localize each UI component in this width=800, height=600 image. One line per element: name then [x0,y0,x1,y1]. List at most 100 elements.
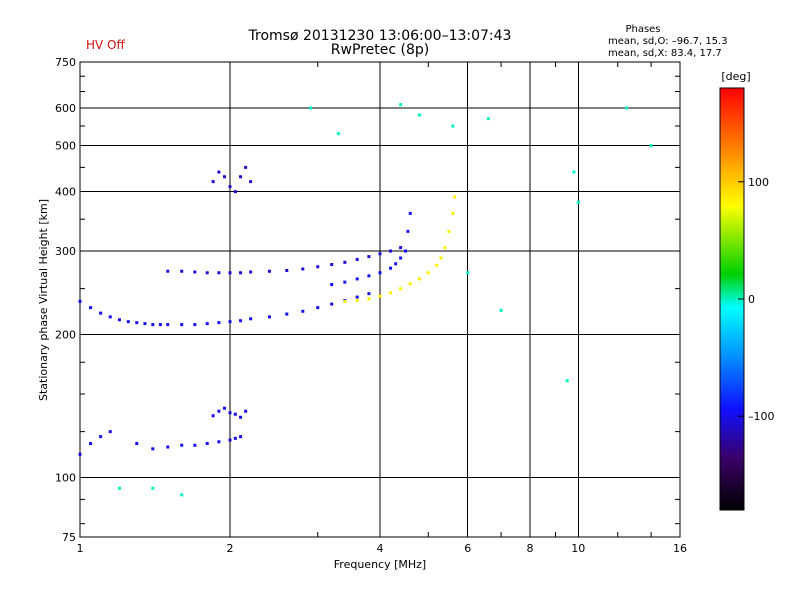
series-o-mode-cusp [330,211,412,287]
data-point [151,447,155,451]
data-point [217,440,221,444]
data-point [233,190,237,194]
data-point [78,299,82,303]
data-point [267,269,271,273]
data-point [180,443,184,447]
data-point [399,256,403,260]
data-point [89,442,93,446]
series-e-region-cluster [211,406,248,419]
data-point [228,411,232,415]
data-point [166,269,170,273]
y-tick-label: 750 [55,56,76,69]
data-point [151,323,155,327]
data-point [625,106,629,110]
data-point [417,113,421,117]
series-x-mode-trace [343,195,457,303]
data-point [249,180,253,184]
data-point [367,297,371,301]
data-point [367,255,371,259]
colorbar-tick-label: –100 [748,410,775,423]
data-point [249,317,253,321]
data-point [99,435,103,439]
data-point [285,268,289,272]
chart-title-line1: Tromsø 20131230 13:06:00–13:07:43 [248,28,512,44]
data-point [403,249,407,253]
data-point [228,438,232,442]
data-point [355,257,359,261]
data-point [343,299,347,303]
data-point [217,321,221,325]
data-point [572,170,576,174]
chart-title-line2: RwPretec (8p) [331,42,429,58]
data-point [151,486,155,490]
data-point [193,323,197,327]
data-point [228,185,232,189]
data-point [406,229,410,233]
series-o-mode-low-trace [78,292,371,327]
data-point [244,409,248,413]
data-points [78,103,653,497]
data-point [223,175,227,179]
x-tick-label: 1 [77,542,84,555]
x-axis-label: Frequency [MHz] [334,558,426,571]
data-point [343,260,347,264]
y-tick-label: 75 [62,531,76,544]
data-point [453,195,457,199]
data-point [233,436,237,440]
data-point [389,249,393,253]
x-tick-label: 2 [227,542,234,555]
data-point [205,271,209,275]
data-point [408,282,412,286]
data-point [355,299,359,303]
data-point [355,295,359,299]
data-point [239,415,243,419]
data-point [217,170,221,174]
x-tick-label: 6 [464,542,471,555]
data-point [99,311,103,315]
data-point [426,271,430,275]
colorbar-tick-label: 100 [748,176,769,189]
y-axis-label: Stationary phase Virtual Height [km] [37,199,50,401]
data-point [466,271,470,275]
y-tick-label: 200 [55,329,76,342]
data-point [217,409,221,413]
data-point [233,412,237,416]
data-point [399,103,403,107]
data-point [316,306,320,310]
data-point [158,323,162,327]
colorbar-tick-label: 0 [748,293,755,306]
data-point [223,406,227,410]
x-tick-label: 8 [527,542,534,555]
data-point [330,263,334,267]
phases-x-stats: mean, sd,X: 83.4, 17.7 [608,48,722,59]
data-point [166,445,170,449]
data-point [408,211,412,215]
data-point [486,117,490,121]
data-point [211,414,215,418]
data-point [180,493,184,497]
data-point [180,269,184,273]
data-point [378,271,382,275]
data-point [378,252,382,256]
data-point [205,442,209,446]
y-axis-ticks: 75 100 200 300 400 500 600 750 [55,56,76,544]
phases-title: Phases [625,24,660,35]
data-point [143,322,147,326]
x-axis-ticks: 1 2 4 6 8 10 16 [77,542,688,555]
hv-status: HV Off [86,38,125,52]
data-point [399,287,403,291]
series-scattered-points [117,103,653,497]
x-tick-label: 10 [571,542,585,555]
data-point [343,280,347,284]
data-point [267,315,271,319]
data-point [499,308,503,312]
data-point [443,246,447,250]
data-point [435,263,439,267]
data-point [135,442,139,446]
data-point [394,262,398,266]
data-point [367,274,371,278]
data-point [576,200,580,204]
series-spread-f-cluster [211,165,253,194]
data-point [451,211,455,215]
